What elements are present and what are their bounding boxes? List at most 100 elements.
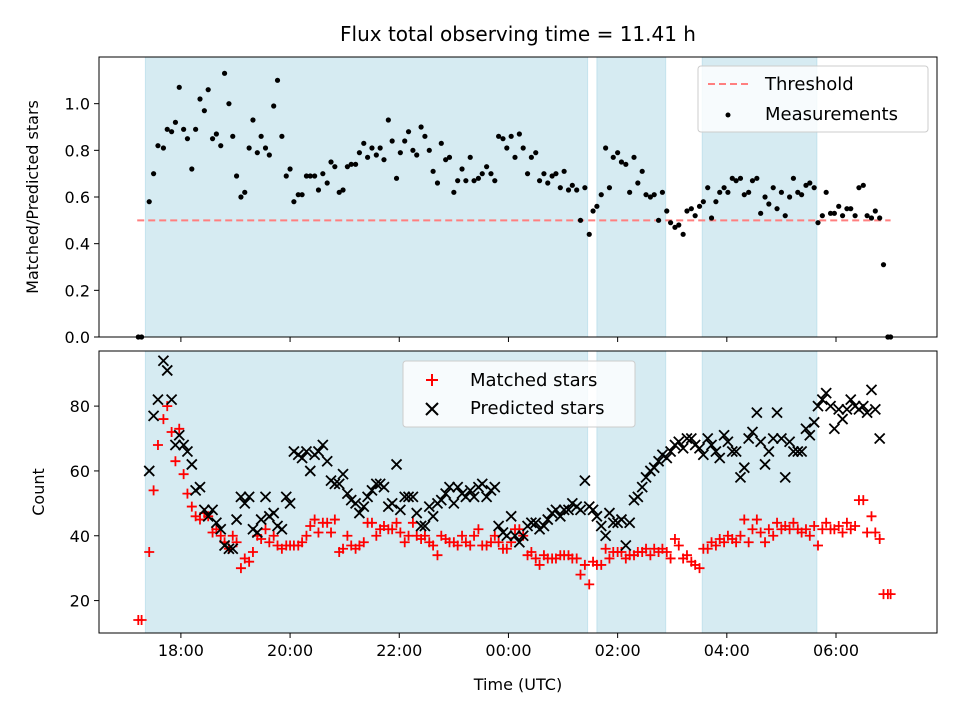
- predicted-star-point: [714, 452, 726, 464]
- matched-star-point: [326, 527, 337, 538]
- measurement-point: [369, 145, 375, 151]
- measurement-point: [565, 187, 572, 193]
- measurement-point: [484, 164, 490, 170]
- predicted-star-point: [624, 517, 636, 529]
- predicted-star-point: [808, 416, 820, 428]
- measurement-point: [561, 168, 567, 174]
- legend-measurements-swatch: [725, 112, 731, 118]
- measurement-point: [348, 161, 354, 167]
- matched-star-point: [473, 524, 484, 535]
- matched-star-point: [768, 530, 779, 541]
- matched-star-point: [885, 589, 896, 600]
- measurement-point: [721, 185, 727, 191]
- measurement-point: [676, 222, 682, 228]
- matched-star-point: [387, 524, 398, 535]
- matched-star-point: [821, 517, 832, 528]
- measurement-point: [258, 133, 264, 139]
- predicted-star-point: [841, 403, 853, 415]
- y-tick-label: 40: [70, 527, 90, 546]
- matched-star-point: [152, 440, 163, 450]
- measurement-point: [488, 171, 494, 177]
- y-tick-label: 0.4: [65, 235, 90, 254]
- matched-star-point: [719, 537, 730, 548]
- matched-star-point: [526, 546, 537, 557]
- measurement-point: [557, 185, 563, 191]
- measurement-point: [164, 126, 170, 132]
- predicted-star-point: [783, 436, 796, 448]
- predicted-star-point: [476, 478, 488, 490]
- predicted-star-point: [550, 504, 562, 516]
- matched-star-point: [407, 517, 418, 528]
- predicted-star-point: [685, 432, 697, 445]
- predicted-star-point: [538, 520, 550, 532]
- predicted-star-point: [169, 439, 182, 451]
- measurements-series: [135, 70, 894, 340]
- matched-star-point: [870, 527, 881, 538]
- matched-star-point: [227, 530, 238, 541]
- predicted-star-point: [730, 445, 742, 458]
- predicted-star-point: [489, 481, 501, 493]
- matched-star-point: [338, 543, 349, 554]
- measurement-point: [312, 173, 318, 179]
- predicted-star-point: [648, 462, 660, 474]
- predicted-star-point: [795, 445, 808, 458]
- measurement-point: [639, 168, 645, 174]
- predicted-star-point: [353, 507, 366, 519]
- predicted-star-point: [558, 504, 570, 516]
- measurement-point: [836, 203, 842, 209]
- measurement-point: [725, 189, 731, 195]
- measurement-point: [299, 192, 305, 198]
- predicted-star-point: [464, 484, 476, 497]
- measurement-point: [749, 178, 756, 184]
- legend-matched-label: Matched stars: [470, 370, 597, 391]
- measurement-point: [844, 206, 850, 212]
- measurement-point: [692, 213, 698, 219]
- matched-star-point: [858, 495, 869, 506]
- x-tick-label: 00:00: [485, 641, 531, 660]
- matched-star-point: [178, 469, 189, 480]
- predicted-star-point: [599, 530, 612, 542]
- measurement-point: [373, 152, 379, 158]
- predicted-star-point: [321, 455, 333, 467]
- predicted-star-point: [607, 517, 619, 529]
- predicted-star-point: [509, 530, 521, 542]
- measurement-point: [618, 159, 625, 165]
- predicted-star-point: [370, 478, 382, 490]
- predicted-star-point: [718, 429, 730, 441]
- measurement-point: [590, 208, 596, 214]
- predicted-star-point: [215, 523, 227, 535]
- measurement-point: [160, 145, 167, 151]
- legend-predicted-swatch: [425, 402, 439, 416]
- matched-star-point: [264, 537, 275, 548]
- measurement-point: [475, 175, 482, 181]
- top-x-ticks: [180, 337, 837, 342]
- matched-star-point: [739, 514, 750, 525]
- matched-star-point: [747, 524, 758, 535]
- matched-star-point: [309, 514, 320, 525]
- measurement-point: [238, 194, 244, 200]
- predicted-star-point: [255, 513, 267, 526]
- predicted-star-point: [755, 436, 767, 448]
- matched-star-point: [301, 530, 312, 541]
- measurement-point: [631, 154, 637, 160]
- predicted-star-point: [415, 520, 427, 532]
- matched-star-point: [186, 501, 197, 512]
- predicted-star-point: [227, 543, 239, 555]
- matched-star-point: [579, 559, 590, 570]
- predicted-star-point: [206, 504, 219, 516]
- measurement-point: [586, 231, 592, 237]
- measurement-point: [782, 213, 788, 219]
- measurement-point: [598, 192, 604, 198]
- bottom-y-ticks: 20 40 60 80: [70, 397, 99, 611]
- predicted-star-point: [787, 445, 800, 458]
- predicted-star-point: [419, 520, 431, 532]
- predicted-star-point: [865, 384, 878, 396]
- predicted-star-point: [845, 393, 857, 406]
- predicted-star-point: [366, 484, 378, 497]
- predicted-star-point: [386, 497, 398, 509]
- matched-star-point: [371, 530, 382, 541]
- predicted-star-point: [480, 491, 493, 503]
- predicted-star-point: [411, 507, 423, 519]
- matched-star-point: [247, 546, 258, 557]
